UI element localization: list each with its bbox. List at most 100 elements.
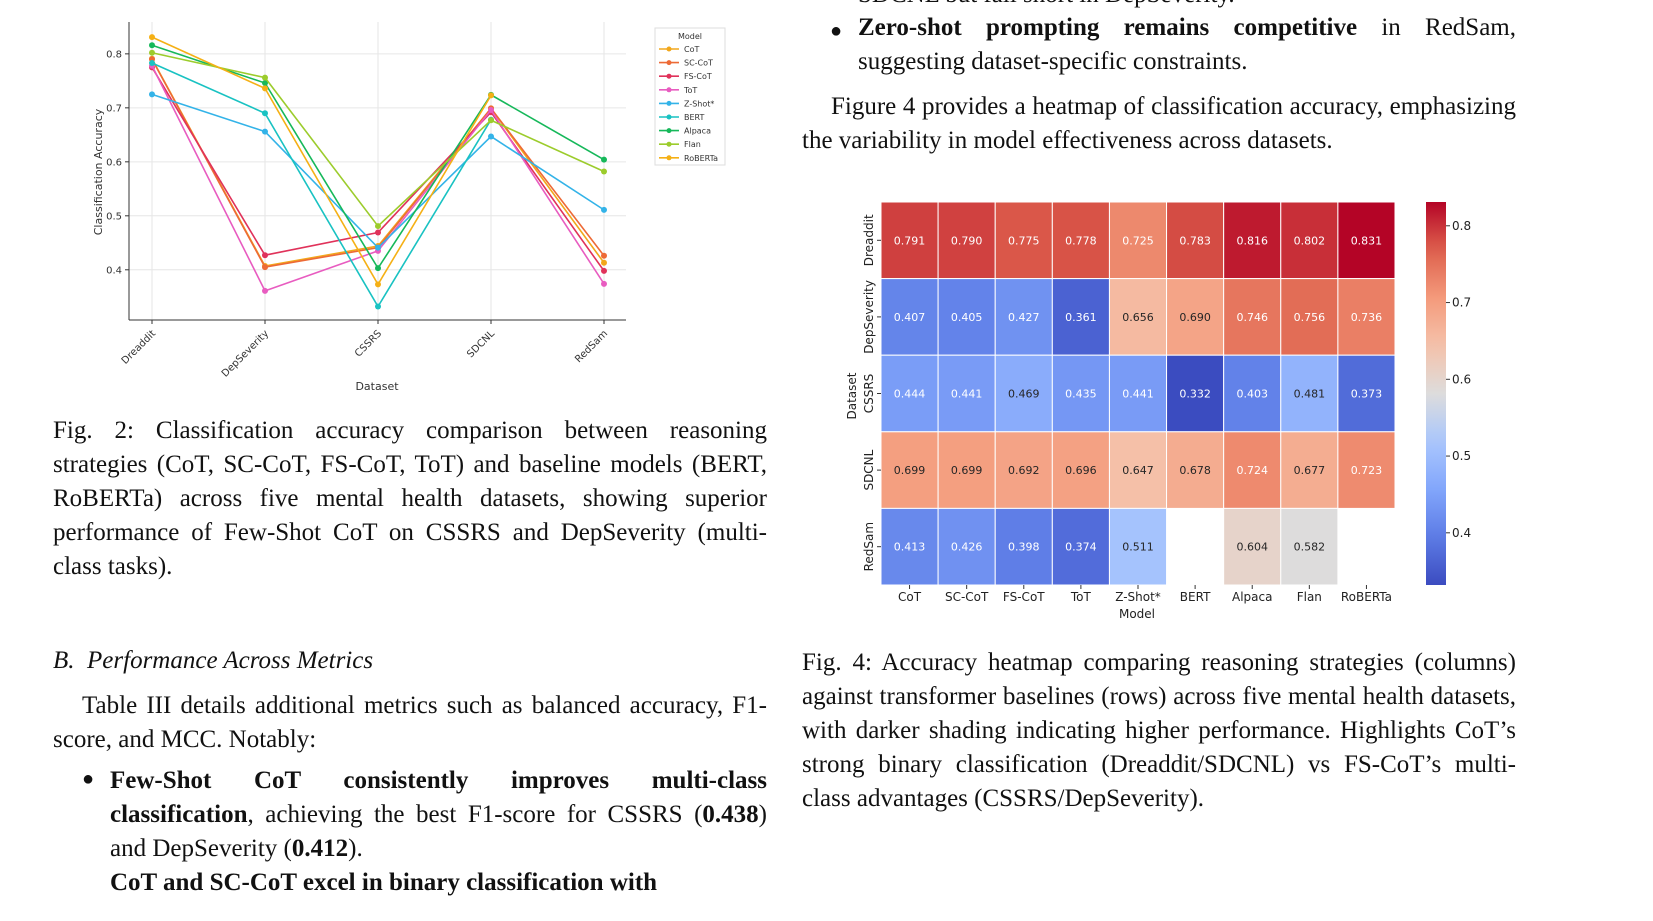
- cell-value: 0.699: [894, 464, 926, 477]
- legend-label: Alpaca: [684, 127, 711, 136]
- heatmap-cell: [937, 431, 996, 509]
- column-label: Alpaca: [1232, 590, 1272, 604]
- x-axis-label: Dataset: [355, 380, 399, 393]
- cell-value: 0.723: [1351, 464, 1383, 477]
- cell-value: 0.361: [1065, 311, 1097, 324]
- cell-value: 0.725: [1122, 234, 1154, 247]
- legend-box: [654, 27, 726, 166]
- data-point: [375, 281, 381, 288]
- column-label: ToT: [1070, 590, 1092, 604]
- cell-value: 0.775: [1008, 234, 1040, 247]
- heatmap-cell: [880, 278, 939, 356]
- row-label: DepSeverity: [862, 280, 876, 354]
- row-label: RedSam: [862, 522, 876, 571]
- heatmap-cell: [1280, 431, 1339, 509]
- cell-value: 0.374: [1065, 541, 1097, 554]
- x-tick-label: RedSam: [573, 328, 610, 365]
- line-chart-fig2: 0.4 0.5 0.6 0.7 0.8 Dreaddit DepSeverity CSSRS S…: [92, 22, 726, 393]
- data-point: [601, 206, 607, 213]
- data-point: [149, 49, 155, 56]
- cell-value: 0.332: [1179, 388, 1211, 401]
- column-label: SC-CoT: [945, 590, 989, 604]
- x-tick-label: CSSRS: [353, 328, 384, 359]
- row-label: Dreaddit: [862, 214, 876, 266]
- colorbar-tick-label: 0.5: [1452, 449, 1471, 463]
- cell-value: 0.790: [951, 234, 983, 247]
- bullet-text: in RedSam, suggesting dataset-specific c…: [858, 14, 1516, 75]
- data-point: [488, 133, 494, 140]
- heatmap-cell: [1051, 201, 1110, 280]
- data-point: [262, 110, 268, 117]
- cell-value: 0.469: [1008, 388, 1040, 401]
- heatmap-cell: [1337, 278, 1396, 356]
- cut-top-line: SDCNL but fall short in DepSeverity.: [858, 0, 1235, 12]
- legend-title: Model: [678, 32, 702, 41]
- cell-value: 0.444: [894, 388, 926, 401]
- fig4-caption: Fig. 4: Accuracy heatmap comparing reaso…: [802, 649, 1516, 812]
- fig2-caption: Fig. 2: Classification accuracy comparis…: [53, 417, 767, 580]
- heatmap-cell: [994, 431, 1053, 509]
- cell-value: 0.373: [1351, 388, 1383, 401]
- cell-value: 0.427: [1008, 311, 1040, 324]
- y-axis-label: Dataset: [845, 372, 859, 419]
- colorbar-tick-label: 0.8: [1452, 219, 1471, 233]
- cut-bottom-line: CoT and SC-CoT excel in binary classific…: [110, 869, 658, 896]
- x-tick-label: Dreaddit: [120, 328, 158, 366]
- data-point: [375, 303, 381, 310]
- cell-value: 0.802: [1294, 234, 1326, 247]
- data-point: [149, 34, 155, 41]
- data-point: [375, 229, 381, 236]
- legend-marker: [666, 128, 672, 134]
- x-tick-label: DepSeverity: [220, 328, 271, 379]
- heatmap-cell: [1166, 201, 1225, 280]
- heatmap-cell: [1108, 431, 1168, 509]
- row-label: SDCNL: [862, 449, 876, 490]
- data-point: [601, 168, 607, 175]
- colorbar-tick-label: 0.4: [1452, 526, 1471, 540]
- data-point: [488, 92, 494, 99]
- heatmap-cell: [937, 354, 996, 433]
- data-point: [149, 60, 155, 67]
- data-point: [262, 128, 268, 135]
- cell-value: 0.816: [1236, 234, 1268, 247]
- cell-value: 0.582: [1294, 541, 1326, 554]
- cell-value: 0.724: [1236, 464, 1268, 477]
- heatmap-cell: [880, 507, 939, 586]
- bullet-bold: Few-Shot CoT consistently improves multi…: [110, 767, 767, 828]
- bullet-marker: ●: [830, 20, 843, 42]
- data-point: [149, 42, 155, 49]
- cell-value: 0.511: [1122, 541, 1154, 554]
- y-tick-label: 0.7: [106, 103, 122, 114]
- legend-marker: [666, 46, 672, 52]
- cell-value: 0.831: [1351, 234, 1383, 247]
- heatmap-cell: [994, 201, 1053, 280]
- column-label: BERT: [1180, 590, 1211, 604]
- data-point: [375, 244, 381, 251]
- cell-value: 0.398: [1008, 541, 1040, 554]
- colorbar: [1426, 202, 1446, 585]
- legend-marker: [666, 100, 672, 106]
- data-point: [262, 80, 268, 87]
- cell-value: 0.426: [951, 541, 983, 554]
- cell-value: 0.696: [1065, 464, 1097, 477]
- cell-value: 0.441: [1122, 388, 1154, 401]
- heatmap-cell: [937, 201, 996, 280]
- cell-value: 0.413: [894, 541, 926, 554]
- data-point: [601, 252, 607, 259]
- legend-marker: [666, 141, 672, 147]
- bullet-marker: ●: [82, 768, 95, 790]
- x-tick-label: SDCNL: [465, 328, 497, 360]
- data-point: [488, 117, 494, 124]
- bullet-bold-value: 0.412: [291, 835, 349, 862]
- column-label: CoT: [898, 590, 922, 604]
- cell-value: 0.677: [1294, 464, 1326, 477]
- heatmap-cell: [1223, 507, 1282, 586]
- heatmap-cell: [1280, 354, 1339, 433]
- cell-value: 0.407: [894, 311, 926, 324]
- paragraph-table3: Table III details additional metrics suc…: [53, 692, 767, 753]
- cell-value: 0.746: [1236, 311, 1268, 324]
- cell-value: 0.756: [1294, 311, 1326, 324]
- legend-marker: [666, 87, 672, 93]
- data-point: [149, 91, 155, 98]
- cell-value: 0.441: [951, 388, 983, 401]
